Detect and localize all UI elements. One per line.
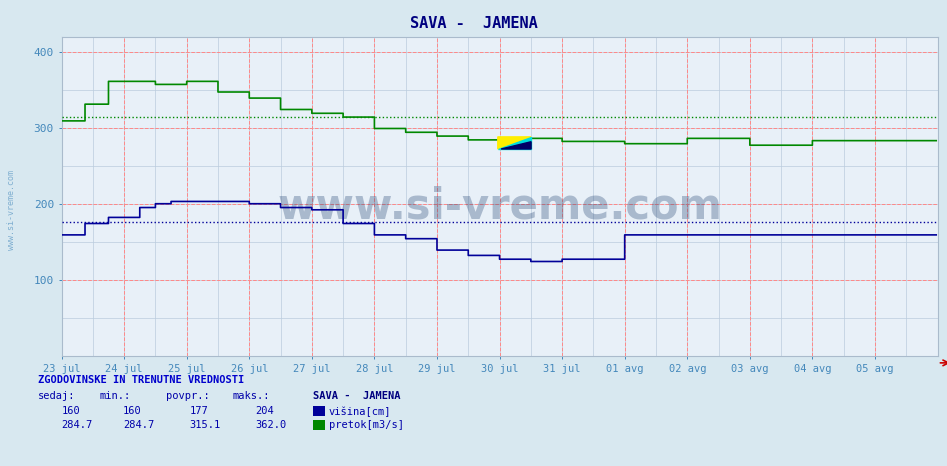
Text: sedaj:: sedaj: [38,391,76,401]
Text: 284.7: 284.7 [62,420,93,430]
Text: maks.:: maks.: [232,391,270,401]
Text: 204: 204 [256,406,275,416]
Text: 160: 160 [123,406,142,416]
Text: povpr.:: povpr.: [166,391,209,401]
Text: 284.7: 284.7 [123,420,154,430]
Text: SAVA -  JAMENA: SAVA - JAMENA [410,16,537,31]
Text: višina[cm]: višina[cm] [329,406,391,417]
Text: SAVA -  JAMENA: SAVA - JAMENA [313,391,400,401]
Text: www.si-vreme.com: www.si-vreme.com [277,185,722,227]
Text: min.:: min.: [99,391,131,401]
Polygon shape [498,137,531,149]
Text: ZGODOVINSKE IN TRENUTNE VREDNOSTI: ZGODOVINSKE IN TRENUTNE VREDNOSTI [38,375,244,385]
Polygon shape [498,137,531,149]
Polygon shape [501,142,531,149]
Text: 315.1: 315.1 [189,420,221,430]
Text: pretok[m3/s]: pretok[m3/s] [329,420,403,430]
Text: 362.0: 362.0 [256,420,287,430]
Text: 177: 177 [189,406,208,416]
Text: www.si-vreme.com: www.si-vreme.com [7,170,16,250]
Text: 160: 160 [62,406,80,416]
